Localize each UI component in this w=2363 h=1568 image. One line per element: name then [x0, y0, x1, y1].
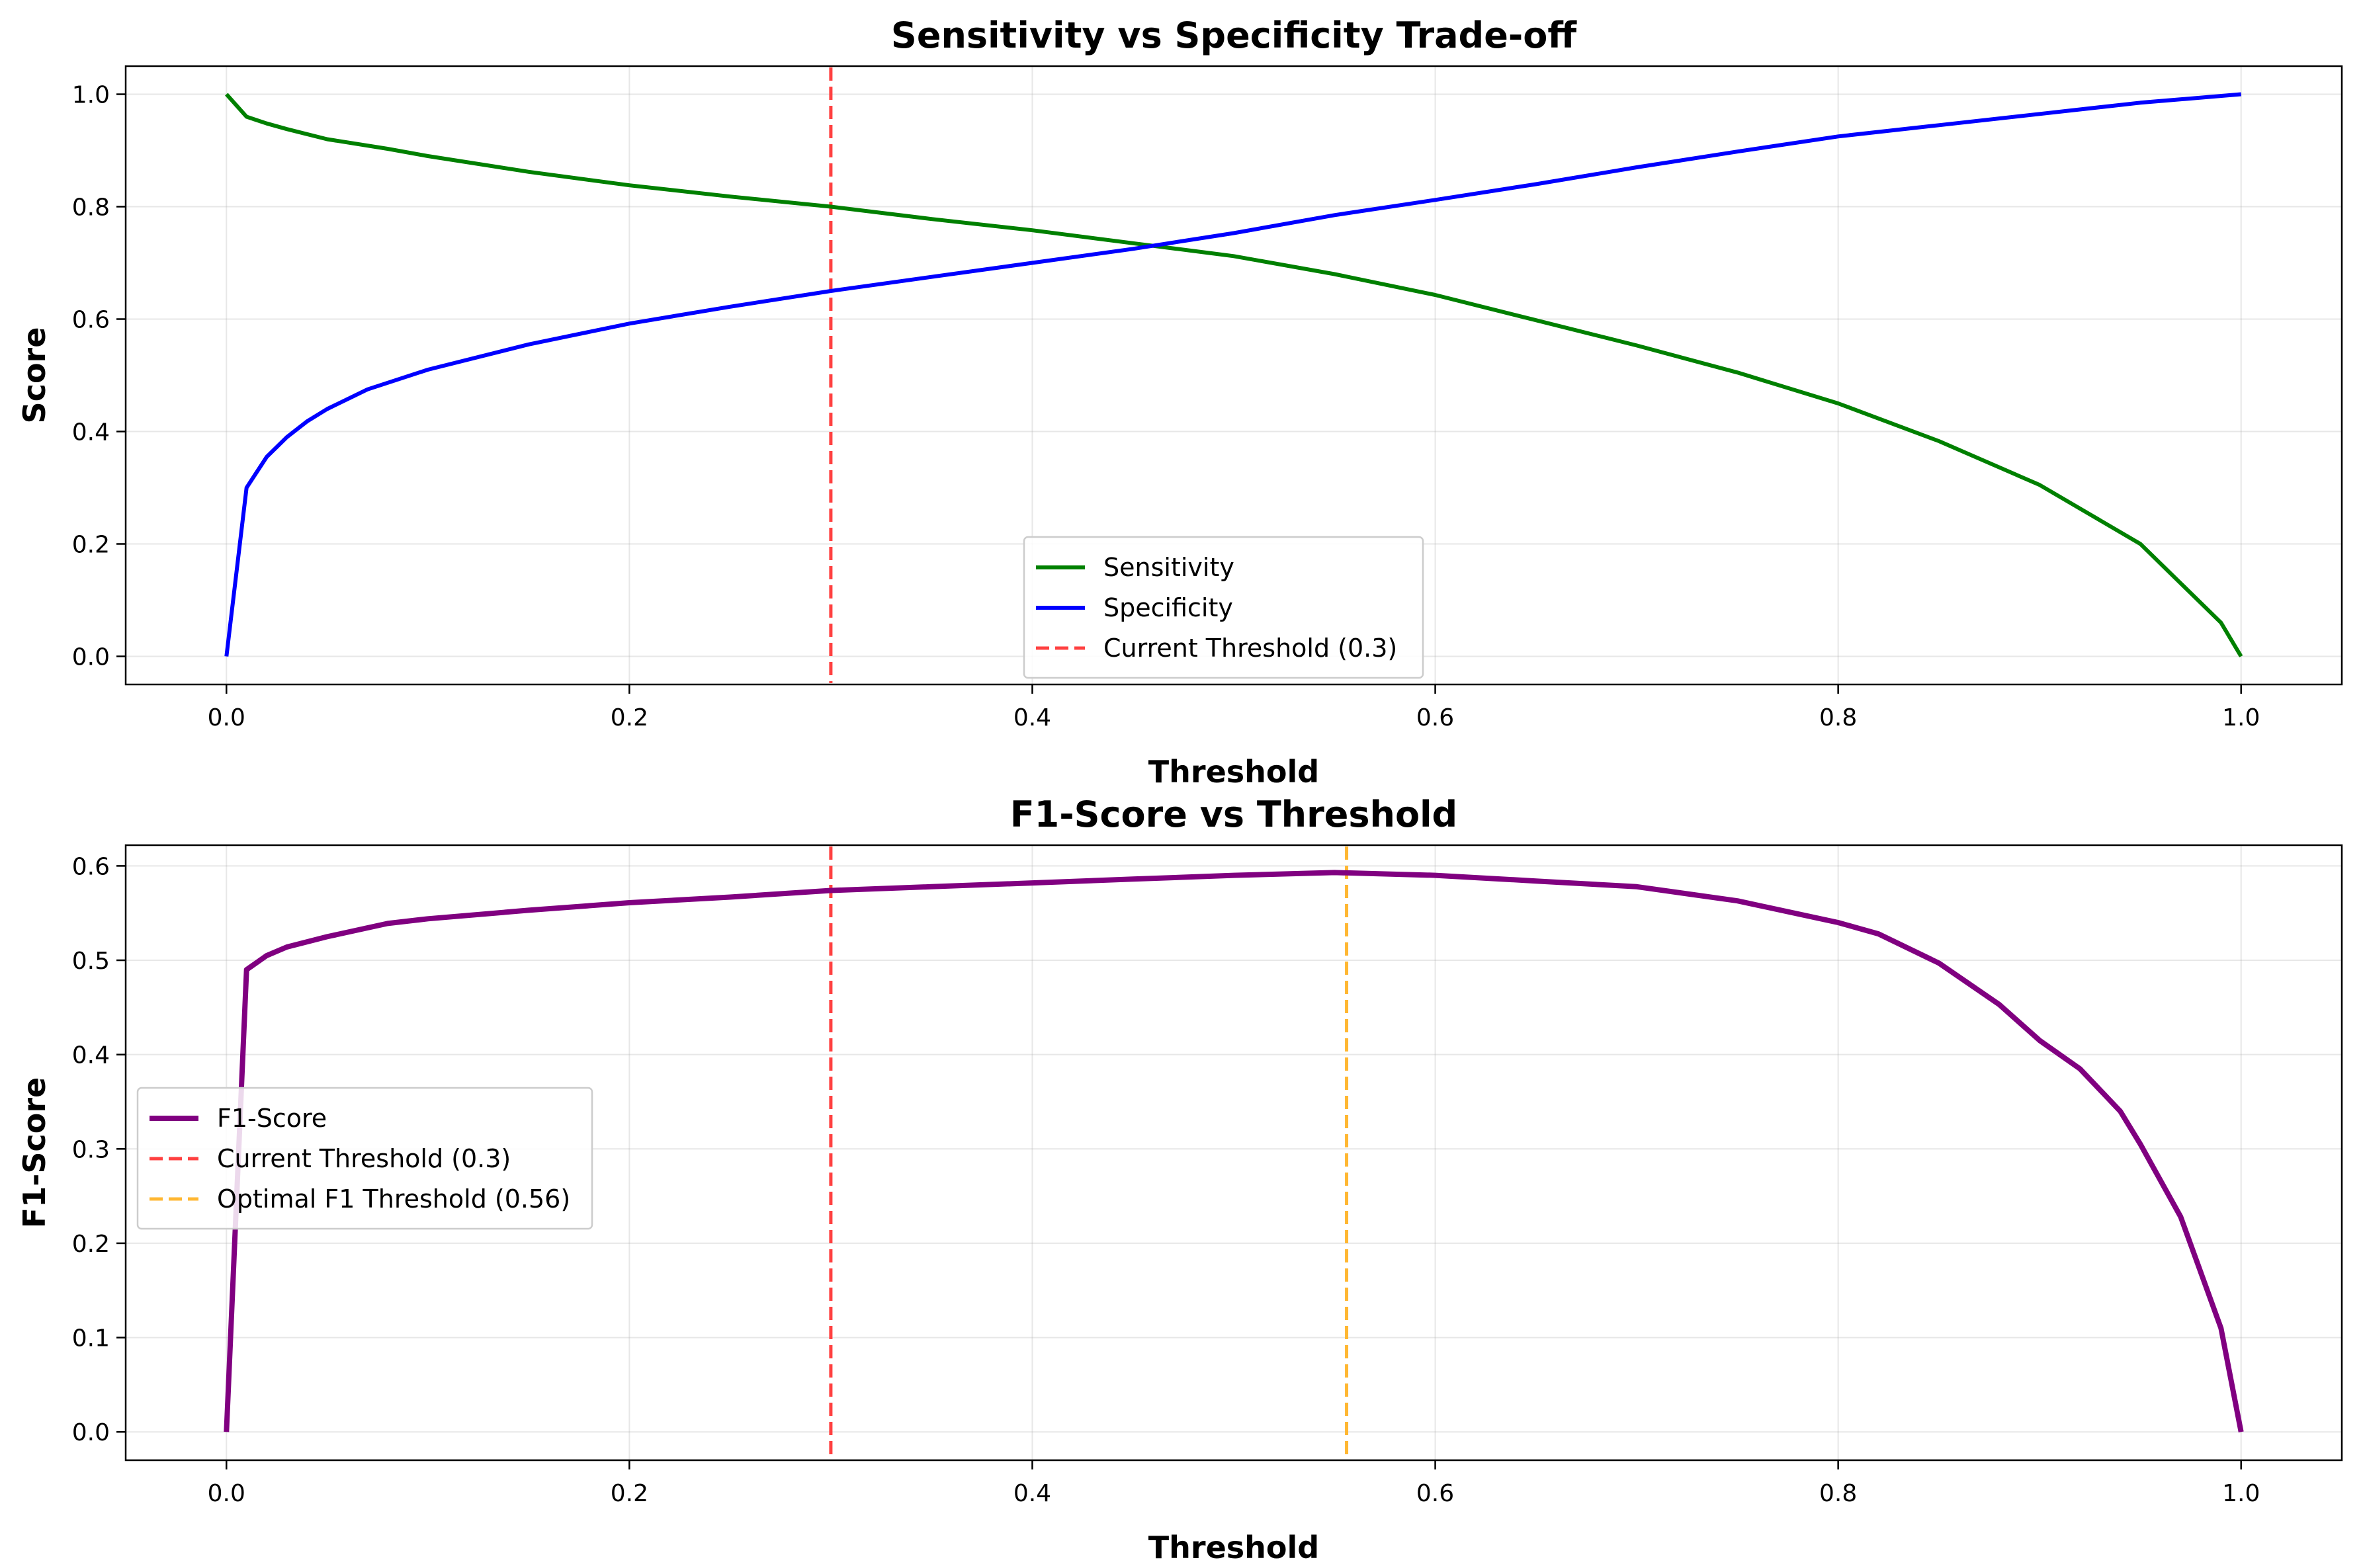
y-tick-label: 0.2 — [72, 532, 110, 559]
y-tick-label: 0.2 — [72, 1231, 110, 1258]
y-tick-label: 0.4 — [72, 1042, 110, 1069]
y-tick-label: 0.3 — [72, 1136, 110, 1163]
x-tick-label: 0.8 — [1819, 1480, 1857, 1507]
gridlines — [126, 66, 2342, 684]
x-tick-label: 0.0 — [208, 704, 245, 731]
legend: Sensitivity Specificity Current Threshold … — [1023, 536, 1424, 679]
y-tick-label: 0.4 — [72, 419, 110, 446]
chart-title: Sensitivity vs Specificity Trade-off — [891, 15, 1577, 56]
legend-frame — [1023, 536, 1424, 679]
legend-label: Specificity — [1103, 593, 1233, 622]
legend: F1-Score Current Threshold (0.3) Optimal F… — [136, 1087, 593, 1230]
y-tick-label: 0.6 — [72, 853, 110, 880]
axis-ticks: 0.0 0.2 0.4 0.6 0.8 1.0 0.0 0.1 0.2 0.3 0.4 0.5 0.6 — [72, 853, 2260, 1507]
series-lines — [224, 870, 2244, 1432]
x-tick-label: 1.0 — [2222, 1480, 2260, 1507]
legend-label: Current Threshold (0.3) — [217, 1144, 511, 1173]
x-tick-label: 0.4 — [1013, 704, 1051, 731]
x-tick-label: 0.6 — [1416, 1480, 1454, 1507]
y-tick-label: 0.8 — [72, 194, 110, 222]
chart-f1-score: 0.0 0.2 0.4 0.6 0.8 1.00.00.10.20.30.40.50.6 … — [17, 794, 2343, 1565]
chart-sensitivity-specificity: 0.0 0.2 0.4 0.6 0.8 1.0 0.0 0.2 0.4 0.6 0.8 1.0 Sen… — [17, 15, 2343, 790]
y-axis-label: F1-Score — [17, 1077, 52, 1228]
y-tick-label: 0.1 — [72, 1325, 110, 1352]
y-tick-label: 1.0 — [72, 82, 110, 109]
plot-frame — [124, 844, 2343, 1462]
x-tick-label: 0.6 — [1416, 704, 1454, 731]
x-tick-label: 0.4 — [1013, 1480, 1051, 1507]
x-tick-label: 1.0 — [2222, 704, 2260, 731]
x-tick-label: 0.0 — [208, 1480, 245, 1507]
legend-label: Sensitivity — [1103, 553, 1234, 582]
series-line-f1-score — [224, 870, 2244, 1432]
legend-frame — [136, 1087, 593, 1230]
plot-frame — [124, 65, 2343, 686]
series-lines — [224, 92, 2243, 658]
threshold-lines — [829, 846, 1349, 1459]
x-tick-label: 0.2 — [611, 1480, 648, 1507]
legend-label: F1-Score — [217, 1104, 327, 1133]
axis-ticks: 0.0 0.2 0.4 0.6 0.8 1.0 0.0 0.2 0.4 0.6 0.8 1.0 — [72, 82, 2260, 732]
legend-label: Optimal F1 Threshold (0.56) — [217, 1184, 570, 1214]
y-axis-label: Score — [17, 327, 52, 424]
x-tick-label: 0.2 — [611, 704, 648, 731]
series-line-specificity — [224, 92, 2241, 657]
y-tick-label: 0.5 — [72, 948, 110, 975]
chart-title: F1-Score vs Threshold — [1010, 794, 1457, 835]
series-line-sensitivity — [225, 93, 2243, 658]
x-axis-label: Threshold — [1148, 1530, 1319, 1565]
x-tick-label: 0.8 — [1819, 704, 1857, 731]
y-tick-label: 0.6 — [72, 307, 110, 334]
legend-label: Current Threshold (0.3) — [1103, 634, 1397, 663]
y-tick-label: 0.0 — [72, 644, 110, 671]
x-axis-label: Threshold — [1148, 754, 1319, 790]
y-tick-label: 0.0 — [72, 1419, 110, 1446]
